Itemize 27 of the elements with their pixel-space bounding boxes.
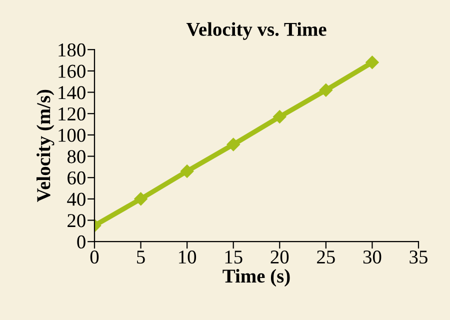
point: [226, 138, 240, 152]
y-tick-label: 100: [58, 128, 86, 142]
point: [180, 164, 194, 178]
y-tick-label: 20: [68, 214, 86, 228]
x-tick-label: 15: [225, 250, 242, 264]
y-tick-label: 140: [58, 86, 86, 100]
x-axis-title: Time (s): [222, 268, 290, 287]
y-tick-label: 160: [58, 64, 86, 78]
point: [273, 110, 286, 124]
chart-title: Velocity vs. Time: [186, 22, 326, 40]
y-axis-title: Velocity (m/s): [36, 90, 54, 202]
x-tick-label: 35: [410, 250, 428, 264]
y-tick-label: 40: [67, 192, 86, 206]
y-tick-label: 180: [58, 43, 86, 57]
point: [319, 84, 333, 97]
y-tick-label: 80: [67, 150, 86, 164]
x-tick-label: 25: [317, 250, 335, 264]
x-tick-label: 30: [363, 250, 382, 264]
point: [134, 192, 148, 206]
y-tick-label: 120: [58, 107, 86, 121]
y-tick-label: 0: [77, 235, 86, 249]
x-tick-label: 20: [270, 250, 289, 264]
x-tick-label: 0: [90, 250, 99, 264]
x-tick-label: 5: [137, 250, 145, 264]
y-tick-label: 60: [68, 171, 86, 185]
point: [366, 56, 379, 69]
x-tick-label: 10: [179, 250, 196, 264]
